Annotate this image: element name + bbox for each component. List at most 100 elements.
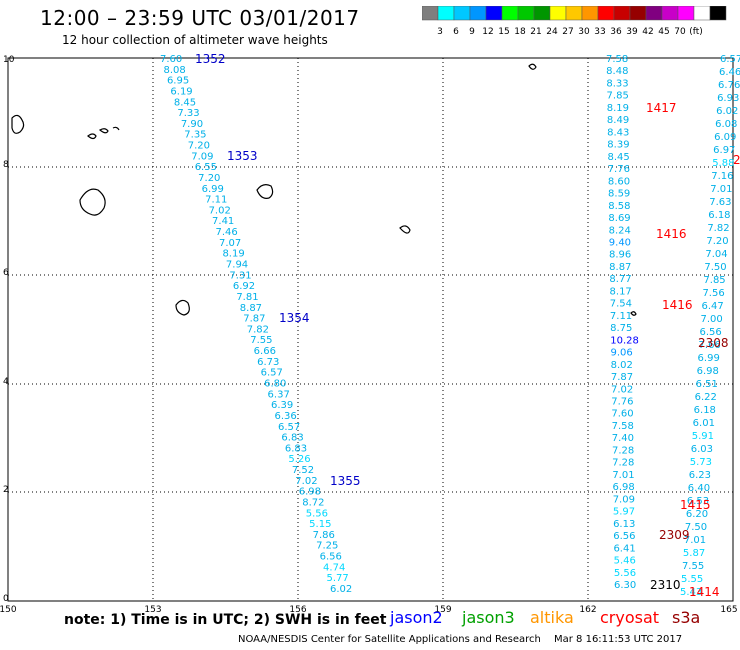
wave-height-label: 7.28 <box>612 458 634 469</box>
wave-height-label: 7.55 <box>250 335 272 346</box>
wave-height-label: 6.98 <box>299 487 321 498</box>
wave-height-label: 6.37 <box>268 389 290 400</box>
wave-height-label: 6.56 <box>320 552 342 563</box>
wave-height-label: 7.09 <box>191 151 213 162</box>
wave-height-label: 7.82 <box>707 223 729 234</box>
wave-height-label: 6.97 <box>713 145 735 156</box>
wave-height-label: 7.35 <box>184 130 206 141</box>
wave-height-label: 8.58 <box>608 201 630 212</box>
wave-height-label: 6.53 <box>687 496 709 507</box>
island-outline <box>11 114 25 134</box>
wave-height-label: 7.11 <box>205 195 227 206</box>
wave-height-label: 7.20 <box>706 236 728 247</box>
legend-s3a: s3a <box>672 608 701 627</box>
wave-height-label: 6.18 <box>708 210 730 221</box>
wave-height-label: 8.17 <box>610 286 632 297</box>
colorbar-label: 15 <box>498 27 509 37</box>
y-tick-label: 2 <box>3 485 9 495</box>
wave-height-label: 5.91 <box>692 431 714 442</box>
wave-height-label: 8.43 <box>607 127 629 138</box>
colorbar-swatch <box>709 6 727 21</box>
wave-height-label: 8.60 <box>608 176 630 187</box>
wave-height-label: 6.99 <box>202 184 224 195</box>
wave-height-label: 6.03 <box>691 444 713 455</box>
wave-height-label: 5.97 <box>613 507 635 518</box>
wave-height-label: 7.54 <box>610 299 632 310</box>
wave-height-label: 6.73 <box>257 357 279 368</box>
wave-height-label: 6.93 <box>717 93 739 104</box>
wave-height-label: 7.40 <box>612 433 634 444</box>
pass-number-label: 1354 <box>279 311 310 325</box>
wave-height-label: 8.45 <box>174 97 196 108</box>
wave-height-label: 7.20 <box>198 173 220 184</box>
wave-height-label: 6.20 <box>686 509 708 520</box>
colorbar-label: 21 <box>530 27 541 37</box>
colorbar-label: 9 <box>469 27 475 37</box>
pass-number-label: 2 <box>733 153 740 167</box>
wave-height-label: 6.55 <box>195 162 217 173</box>
legend-jason2: jason2 <box>390 608 443 627</box>
wave-height-label: 7.87 <box>243 314 265 325</box>
wave-height-label: 7.07 <box>219 238 241 249</box>
wave-height-label: 6.57 <box>720 54 740 65</box>
wave-height-label: 6.57 <box>261 368 283 379</box>
credit-text: NOAA/NESDIS Center for Satellite Applica… <box>238 634 541 645</box>
wave-height-label: 8.75 <box>610 323 632 334</box>
wave-height-label: 7.02 <box>209 205 231 216</box>
wave-height-label: 7.02 <box>611 384 633 395</box>
y-tick-label: 8 <box>3 160 9 170</box>
pass-number-label: 1415 <box>680 498 711 512</box>
colorbar-label: 24 <box>546 27 558 37</box>
colorbar-label: 6 <box>453 27 459 37</box>
wave-height-label: 7.01 <box>612 470 634 481</box>
island-outline <box>87 126 120 140</box>
wave-height-label: 7.63 <box>709 197 731 208</box>
colorbar-label: 42 <box>642 27 653 37</box>
wave-height-label: 7.52 <box>292 465 314 476</box>
wave-height-label: 7.33 <box>177 108 199 119</box>
wave-height-label: 6.80 <box>264 378 286 389</box>
wave-height-label: 6.02 <box>716 106 738 117</box>
wave-height-label: 5.15 <box>309 519 331 530</box>
wave-height-label: 7.50 <box>704 262 726 273</box>
x-tick-label: 153 <box>144 605 161 615</box>
y-tick-label: 4 <box>3 377 9 387</box>
wave-height-label: 5.46 <box>614 556 636 567</box>
wave-height-label: 7.58 <box>612 421 634 432</box>
wave-height-label: 8.87 <box>609 262 631 273</box>
wave-height-label: 6.66 <box>254 346 276 357</box>
wave-height-label: 7.85 <box>703 275 725 286</box>
wave-height-label: 7.94 <box>226 260 248 271</box>
wave-height-label: 5.88 <box>712 158 734 169</box>
pass-number-label: 1355 <box>330 474 361 488</box>
timestamp-text: Mar 8 16:11:53 UTC 2017 <box>554 634 683 645</box>
wave-height-label: 6.76 <box>718 80 740 91</box>
wave-height-label: 7.56 <box>702 288 724 299</box>
wave-height-label: 8.48 <box>606 66 628 77</box>
y-tick-label: 6 <box>3 268 9 278</box>
wave-height-label: 7.31 <box>229 270 251 281</box>
pass-number-label: 2310 <box>650 578 681 592</box>
wave-height-label: 7.82 <box>247 324 269 335</box>
wave-height-label: 6.83 <box>281 433 303 444</box>
wave-height-label: 6.56 <box>700 327 722 338</box>
wave-height-label: 8.19 <box>222 249 244 260</box>
wave-height-label: 7.76 <box>608 164 630 175</box>
legend-jason3: jason3 <box>462 608 515 627</box>
wave-height-label: 8.39 <box>607 140 629 151</box>
pass-number-label: 1416 <box>662 298 693 312</box>
wave-height-label: 6.83 <box>285 443 307 454</box>
wave-height-label: 6.99 <box>698 353 720 364</box>
wave-height-label: 7.58 <box>606 54 628 65</box>
wave-height-label: 7.81 <box>236 292 258 303</box>
colorbar-label: 3 <box>437 27 443 37</box>
x-tick-label: 156 <box>289 605 306 615</box>
wave-height-label: 5.26 <box>288 454 310 465</box>
wave-height-label: 6.13 <box>613 519 635 530</box>
pass-number-label: 1414 <box>689 585 720 599</box>
wave-height-label: 7.60 <box>160 54 182 65</box>
wave-height-label: 6.09 <box>714 132 736 143</box>
wave-height-label: 9.40 <box>609 237 631 248</box>
wave-height-label: 9.06 <box>610 348 632 359</box>
